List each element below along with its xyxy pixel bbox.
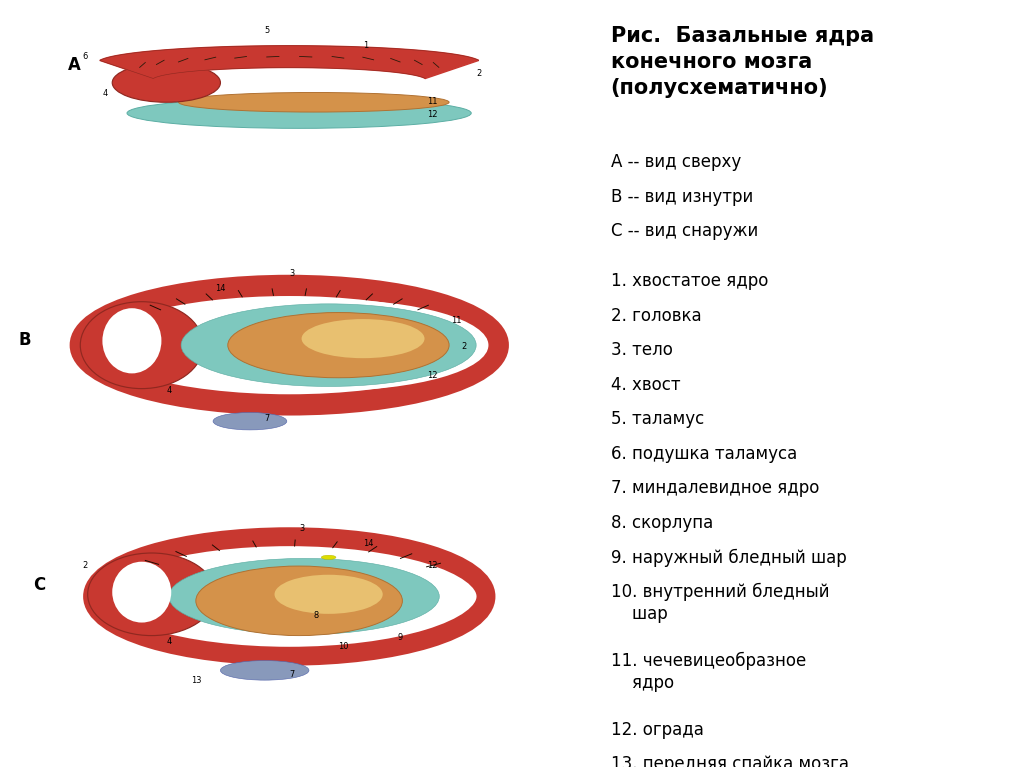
- Polygon shape: [100, 46, 478, 78]
- Text: 8: 8: [314, 611, 319, 621]
- Text: 1. хвостатое ядро: 1. хвостатое ядро: [610, 272, 768, 290]
- Text: 5: 5: [264, 26, 270, 35]
- Ellipse shape: [196, 566, 402, 636]
- Text: 6. подушка таламуса: 6. подушка таламуса: [610, 445, 797, 463]
- Ellipse shape: [88, 553, 215, 636]
- Text: С -- вид снаружи: С -- вид снаружи: [610, 222, 758, 240]
- Text: А -- вид сверху: А -- вид сверху: [610, 153, 740, 171]
- Text: 3. тело: 3. тело: [610, 341, 673, 359]
- Ellipse shape: [322, 555, 336, 560]
- Ellipse shape: [220, 660, 309, 680]
- Ellipse shape: [127, 98, 471, 128]
- Ellipse shape: [80, 301, 203, 389]
- Text: A: A: [68, 56, 81, 74]
- Text: 10: 10: [339, 642, 349, 650]
- Text: 2: 2: [83, 561, 88, 570]
- Text: C: C: [34, 576, 46, 594]
- Text: 3: 3: [289, 268, 295, 278]
- Text: 2: 2: [462, 343, 467, 351]
- Text: 14: 14: [364, 539, 374, 548]
- Text: Рис.  Базальные ядра
конечного мозга
(полусхематично): Рис. Базальные ядра конечного мозга (пол…: [610, 25, 873, 98]
- Text: 6: 6: [83, 52, 88, 61]
- Text: 7. миндалевидное ядро: 7. миндалевидное ядро: [610, 479, 819, 497]
- Text: 2. головка: 2. головка: [610, 307, 701, 324]
- Text: B: B: [18, 331, 32, 349]
- Text: 3: 3: [299, 525, 304, 533]
- Text: 4: 4: [102, 89, 108, 97]
- Ellipse shape: [113, 561, 171, 623]
- Text: 11: 11: [427, 97, 437, 107]
- Text: 7: 7: [264, 414, 270, 423]
- Text: 11. чечевицеобразное
    ядро: 11. чечевицеобразное ядро: [610, 652, 806, 693]
- Text: 4: 4: [166, 637, 172, 647]
- Text: 4: 4: [166, 386, 172, 395]
- Text: 12: 12: [427, 110, 437, 120]
- Text: 12: 12: [427, 561, 437, 570]
- Text: 8. скорлупа: 8. скорлупа: [610, 514, 713, 532]
- Text: 9. наружный бледный шар: 9. наружный бледный шар: [610, 548, 846, 567]
- Text: 12. ограда: 12. ограда: [610, 721, 703, 739]
- Text: 9: 9: [397, 633, 402, 642]
- Ellipse shape: [213, 413, 287, 430]
- Text: 14: 14: [215, 284, 226, 293]
- Text: 13. передняя спайка мозга: 13. передняя спайка мозга: [610, 755, 849, 767]
- Text: 13: 13: [190, 676, 202, 686]
- Text: 5. таламус: 5. таламус: [610, 410, 703, 428]
- Ellipse shape: [178, 93, 450, 112]
- Ellipse shape: [302, 319, 425, 358]
- Ellipse shape: [162, 553, 466, 640]
- Text: 7: 7: [289, 670, 295, 679]
- Text: 4. хвост: 4. хвост: [610, 376, 680, 393]
- Text: 11: 11: [452, 317, 462, 325]
- Text: В -- вид изнутри: В -- вид изнутри: [610, 188, 753, 206]
- Ellipse shape: [169, 558, 439, 634]
- Ellipse shape: [274, 574, 383, 614]
- Text: 2: 2: [476, 69, 481, 78]
- Ellipse shape: [181, 304, 476, 387]
- Text: 1: 1: [364, 41, 369, 50]
- Text: 12: 12: [427, 370, 437, 380]
- Ellipse shape: [169, 299, 488, 391]
- Text: 10. внутренний бледный
    шар: 10. внутренний бледный шар: [610, 583, 829, 624]
- Ellipse shape: [113, 63, 220, 102]
- Ellipse shape: [227, 313, 450, 377]
- Ellipse shape: [102, 308, 162, 374]
